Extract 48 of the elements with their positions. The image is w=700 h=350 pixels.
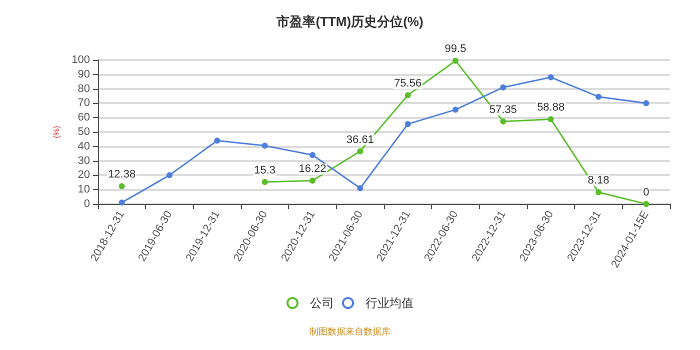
point xyxy=(166,172,172,178)
point xyxy=(310,178,316,184)
y-tick-label: 90 xyxy=(78,68,90,80)
data-label: 16.22 xyxy=(298,163,326,176)
point xyxy=(310,152,316,158)
point xyxy=(118,200,125,206)
text: 制图数据来自数据库 xyxy=(310,326,390,336)
point xyxy=(404,121,411,128)
y-tick-label: 80 xyxy=(78,82,90,95)
y-tick-label: 70 xyxy=(78,97,90,110)
y-tick-label: 30 xyxy=(78,154,90,167)
point xyxy=(452,106,458,113)
point xyxy=(596,189,602,196)
point xyxy=(500,84,506,90)
point xyxy=(452,58,458,64)
y-axis-title: (%) xyxy=(52,125,62,138)
data-label: 75.56 xyxy=(394,78,422,90)
y-tick-label: 0 xyxy=(84,198,90,210)
point xyxy=(643,201,650,207)
point xyxy=(262,142,268,149)
y-tick-label: 10 xyxy=(78,184,90,196)
data-label: 57.35 xyxy=(489,104,517,116)
y-tick-label: 60 xyxy=(78,112,90,124)
data-label: 8.18 xyxy=(588,174,610,187)
y-tick-label: 50 xyxy=(78,126,90,138)
point xyxy=(357,148,364,154)
y-tick-label: 20 xyxy=(78,169,90,182)
point xyxy=(643,100,650,106)
point xyxy=(548,116,554,122)
data-label: 0 xyxy=(643,186,650,198)
point xyxy=(500,118,506,124)
legend-label: 公司 xyxy=(310,296,334,310)
point xyxy=(404,92,411,98)
legend-label: 行业均值 xyxy=(366,296,414,310)
y-tick-label: 40 xyxy=(78,140,90,152)
data-label: 15.3 xyxy=(254,164,276,176)
data-label: 36.61 xyxy=(346,134,374,146)
point xyxy=(214,138,220,144)
data-label: 12.38 xyxy=(108,168,136,181)
chart-title: 市盈率(TTM)历史分位(%) xyxy=(276,14,424,29)
point xyxy=(357,185,364,192)
point xyxy=(548,74,554,80)
point xyxy=(262,178,268,185)
point xyxy=(118,183,125,190)
data-label: 99.5 xyxy=(444,43,466,56)
data-label: 58.88 xyxy=(537,102,565,114)
y-tick-label: 100 xyxy=(72,54,90,66)
point xyxy=(596,94,602,100)
